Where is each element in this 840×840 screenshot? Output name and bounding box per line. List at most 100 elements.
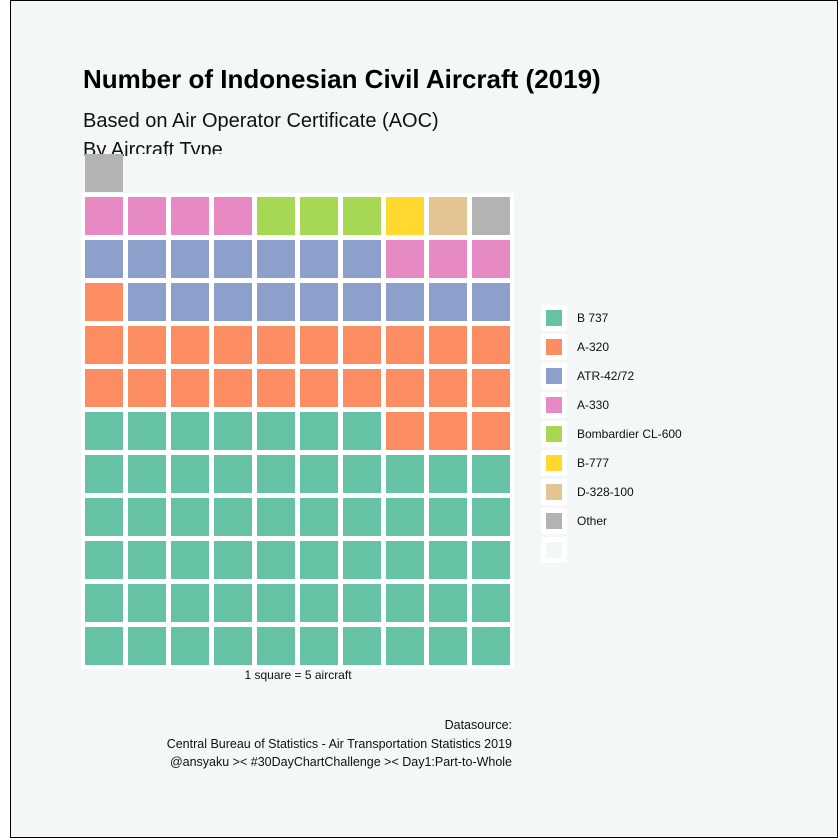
waffle-square bbox=[472, 498, 510, 536]
waffle-square bbox=[214, 498, 252, 536]
waffle-square bbox=[257, 283, 295, 321]
waffle-square bbox=[257, 455, 295, 493]
waffle-square bbox=[343, 455, 381, 493]
waffle-square bbox=[171, 369, 209, 407]
waffle-square bbox=[257, 326, 295, 364]
waffle-square bbox=[472, 584, 510, 622]
waffle-square bbox=[171, 154, 209, 192]
waffle-square bbox=[128, 584, 166, 622]
waffle-square bbox=[386, 283, 424, 321]
waffle-square bbox=[171, 584, 209, 622]
waffle-square bbox=[429, 283, 467, 321]
waffle-square bbox=[257, 584, 295, 622]
waffle-square bbox=[85, 498, 123, 536]
waffle-square bbox=[214, 455, 252, 493]
waffle-square bbox=[85, 584, 123, 622]
waffle-square bbox=[128, 240, 166, 278]
legend-swatch bbox=[546, 455, 562, 471]
waffle-square bbox=[386, 197, 424, 235]
waffle-square bbox=[386, 627, 424, 665]
waffle-square bbox=[257, 240, 295, 278]
waffle-square bbox=[300, 541, 338, 579]
waffle-square bbox=[429, 240, 467, 278]
waffle-square bbox=[300, 369, 338, 407]
waffle-square bbox=[472, 197, 510, 235]
waffle-square bbox=[257, 412, 295, 450]
chart-title: Number of Indonesian Civil Aircraft (201… bbox=[83, 64, 601, 94]
waffle-square bbox=[300, 455, 338, 493]
waffle-square bbox=[128, 154, 166, 192]
waffle-square bbox=[171, 326, 209, 364]
waffle-square bbox=[429, 498, 467, 536]
waffle-square bbox=[85, 369, 123, 407]
legend-label: Bombardier CL-600 bbox=[577, 427, 682, 441]
waffle-square bbox=[472, 283, 510, 321]
waffle-square bbox=[128, 498, 166, 536]
x-axis-label: 1 square = 5 aircraft bbox=[244, 668, 352, 682]
waffle-square bbox=[257, 541, 295, 579]
waffle-square bbox=[128, 412, 166, 450]
legend-swatch bbox=[546, 513, 562, 529]
legend-swatch bbox=[546, 542, 562, 558]
waffle-square bbox=[429, 197, 467, 235]
waffle-square bbox=[300, 584, 338, 622]
waffle-square bbox=[85, 154, 123, 192]
legend-label: B 737 bbox=[577, 311, 609, 325]
waffle-square bbox=[343, 584, 381, 622]
waffle-square bbox=[386, 584, 424, 622]
legend-swatch bbox=[546, 426, 562, 442]
waffle-square bbox=[472, 455, 510, 493]
waffle-square bbox=[472, 412, 510, 450]
waffle-square bbox=[343, 541, 381, 579]
waffle-square bbox=[85, 541, 123, 579]
waffle-square bbox=[343, 498, 381, 536]
waffle-square bbox=[472, 627, 510, 665]
waffle-square bbox=[171, 455, 209, 493]
waffle-square bbox=[85, 326, 123, 364]
waffle-square bbox=[85, 283, 123, 321]
waffle-square bbox=[343, 326, 381, 364]
waffle-square bbox=[257, 369, 295, 407]
waffle-square bbox=[429, 412, 467, 450]
waffle-square bbox=[128, 197, 166, 235]
legend-swatch bbox=[546, 310, 562, 326]
waffle-square bbox=[429, 584, 467, 622]
waffle-square bbox=[257, 498, 295, 536]
waffle-square bbox=[171, 283, 209, 321]
waffle-square bbox=[429, 455, 467, 493]
waffle-square bbox=[214, 541, 252, 579]
legend-label: D-328-100 bbox=[577, 485, 634, 499]
waffle-square bbox=[300, 240, 338, 278]
waffle-square bbox=[214, 154, 252, 192]
waffle-square bbox=[386, 412, 424, 450]
waffle-square bbox=[300, 283, 338, 321]
waffle-square bbox=[128, 369, 166, 407]
waffle-square bbox=[300, 627, 338, 665]
waffle-square bbox=[429, 369, 467, 407]
waffle-square bbox=[257, 627, 295, 665]
legend-label: ATR-42/72 bbox=[577, 369, 634, 383]
waffle-square bbox=[85, 627, 123, 665]
waffle-square bbox=[386, 455, 424, 493]
waffle-square bbox=[128, 627, 166, 665]
waffle-square bbox=[214, 627, 252, 665]
waffle-square bbox=[300, 197, 338, 235]
waffle-square bbox=[343, 197, 381, 235]
waffle-square bbox=[386, 326, 424, 364]
legend-swatch bbox=[546, 484, 562, 500]
waffle-square bbox=[429, 326, 467, 364]
legend-label: A-320 bbox=[577, 340, 609, 354]
waffle-square bbox=[429, 627, 467, 665]
waffle-square bbox=[214, 584, 252, 622]
subtitle-line-1: Based on Air Operator Certificate (AOC) bbox=[83, 110, 439, 132]
waffle-square bbox=[386, 240, 424, 278]
waffle-square bbox=[343, 627, 381, 665]
waffle-square bbox=[128, 283, 166, 321]
legend-label: Other bbox=[577, 514, 607, 528]
waffle-square bbox=[343, 369, 381, 407]
legend-swatch bbox=[546, 339, 562, 355]
waffle-square bbox=[171, 240, 209, 278]
waffle-square bbox=[257, 197, 295, 235]
waffle-square bbox=[386, 498, 424, 536]
waffle-square bbox=[214, 326, 252, 364]
